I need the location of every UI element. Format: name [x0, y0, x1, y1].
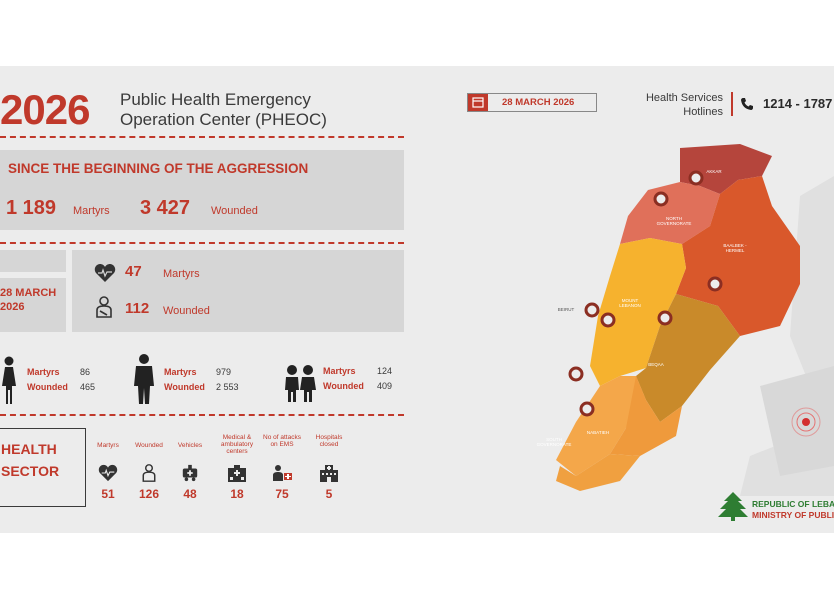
- org-line-2: MINISTRY OF PUBLIC HEALTH: [752, 510, 834, 520]
- hotline-label-line-1: Health Services: [645, 92, 723, 104]
- map-markers: [568, 170, 723, 417]
- health-item-martyrs: Martyrs 51: [86, 442, 130, 501]
- group-children-martyrs-label: Martyrs: [323, 366, 356, 376]
- children-icon: [285, 365, 316, 402]
- hotline-label: Health Services Hotlines: [620, 91, 723, 119]
- group-children-wounded-value: 409: [377, 381, 393, 391]
- group-women-martyrs-label: Martyrs: [27, 367, 60, 377]
- health-item-value: 18: [230, 487, 244, 501]
- map-label-nabatieh: NABATIEH: [586, 430, 610, 435]
- title-line-1: Public Health Emergency: [120, 90, 311, 109]
- health-item-value: 75: [275, 487, 289, 501]
- region-baalbek: [676, 176, 800, 336]
- health-item-label: Medical & ambulatory centers: [220, 434, 254, 455]
- ems-icon: [273, 465, 292, 481]
- health-item-label: Martyrs: [97, 442, 119, 449]
- health-sector-title-1: HEALTH: [1, 441, 57, 457]
- daily-martyrs-label: Martyrs: [163, 268, 200, 280]
- health-item-ems-attacks: No of attacks on EMS 75: [260, 434, 304, 501]
- daily-martyrs-value: 47: [125, 263, 142, 280]
- since-heading: SINCE THE BEGINNING OF THE AGGRESSION: [8, 161, 309, 176]
- cedar-logo-icon: [718, 492, 748, 521]
- daily-wounded-value: 112: [125, 300, 150, 317]
- group-children-wounded-label: Wounded: [323, 381, 364, 391]
- since-martyrs-label: Martyrs: [73, 205, 110, 217]
- calendar-icon: [468, 94, 488, 111]
- page-title: Public Health Emergency Operation Center…: [120, 90, 327, 130]
- map-label-beqaa: BEQAA: [648, 362, 664, 367]
- map-label-mount: MOUNT LEBANON: [619, 298, 641, 308]
- region-south-tip: [556, 454, 640, 491]
- hotline-divider: [731, 92, 733, 116]
- heart-icon: [98, 464, 118, 482]
- group-children-martyrs-value: 124: [377, 366, 393, 376]
- date-tab: [0, 250, 66, 272]
- health-item-label: No of attacks on EMS: [263, 434, 301, 448]
- health-item-label: Vehicles: [177, 442, 203, 449]
- heart-icon: [94, 264, 116, 282]
- since-panel: [0, 150, 404, 230]
- health-item-hospitals-closed: Hospitals closed 5: [307, 434, 351, 501]
- group-men-martyrs-value: 979: [216, 367, 232, 377]
- health-item-value: 126: [138, 487, 160, 501]
- health-sector-title-2: SECTOR: [1, 463, 60, 479]
- clinic-icon: [228, 465, 246, 482]
- date-panel: [0, 278, 66, 332]
- group-women-wounded-value: 465: [80, 382, 96, 392]
- man-icon: [134, 354, 154, 404]
- org-line-1: REPUBLIC OF LEBANON: [752, 499, 834, 509]
- daily-date: 28 MARCH 2026: [0, 286, 56, 314]
- wounded-person-icon: [142, 464, 156, 482]
- region-mount-lebanon: [590, 238, 686, 386]
- group-men-martyrs-label: Martyrs: [164, 367, 197, 377]
- map-label-baalbek: BAALBEK - HERMEL: [723, 243, 747, 253]
- date-pill-text: 28 MARCH 2026: [502, 97, 575, 108]
- group-women-wounded-label: Wounded: [27, 382, 68, 392]
- health-item-value: 5: [325, 487, 333, 501]
- health-item-label: Hospitals closed: [315, 434, 343, 448]
- wounded-person-icon: [96, 296, 112, 318]
- group-men-wounded-value: 2 553: [216, 382, 239, 392]
- daily-wounded-label: Wounded: [163, 305, 210, 317]
- health-item-value: 51: [101, 487, 115, 501]
- health-item-vehicles: Vehicles 48: [168, 442, 212, 501]
- infographic-card: 2026 Public Health Emergency Operation C…: [0, 66, 834, 533]
- daily-panel: [72, 250, 404, 332]
- health-item-medical-centers: Medical & ambulatory centers 18: [214, 434, 260, 501]
- region-akkar: [680, 144, 772, 194]
- group-women-martyrs-value: 86: [80, 367, 91, 377]
- divider: [0, 136, 404, 138]
- map-label-north: NORTH GOVERNORATE: [656, 216, 692, 226]
- radar-icon: [791, 407, 821, 437]
- map-label-beirut: BEIRUT: [557, 307, 575, 312]
- divider: [0, 242, 404, 244]
- health-item-value: 48: [183, 487, 197, 501]
- region-nabatieh: [610, 376, 682, 456]
- daily-date-line-2: 2026: [0, 301, 25, 313]
- region-beqaa: [636, 294, 740, 422]
- map-label-akkar: AKKAR: [706, 169, 722, 174]
- group-men-wounded-label: Wounded: [164, 382, 205, 392]
- hospital-icon: [320, 465, 338, 482]
- region-north: [620, 182, 720, 244]
- hotline-number: 1214 - 1787: [763, 96, 833, 111]
- lebanon-map: [556, 144, 834, 496]
- since-wounded-label: Wounded: [211, 205, 258, 217]
- woman-icon: [2, 356, 16, 404]
- hotline-label-line-2: Hotlines: [683, 106, 723, 118]
- since-martyrs-value: 1 189: [6, 197, 57, 219]
- ambulance-icon: [182, 464, 198, 482]
- phone-icon: [741, 98, 753, 110]
- health-item-wounded: Wounded 126: [127, 442, 171, 501]
- daily-date-line-1: 28 MARCH: [0, 287, 57, 299]
- health-sector-box: HEALTH SECTOR: [0, 428, 86, 507]
- since-wounded-value: 3 427: [140, 197, 191, 219]
- title-line-2: Operation Center (PHEOC): [120, 110, 327, 129]
- map-label-south: SOUTH GOVERNORATE: [536, 437, 572, 447]
- divider: [0, 414, 404, 416]
- year-heading: 2026: [0, 86, 90, 133]
- date-pill: 28 MARCH 2026: [467, 93, 597, 112]
- health-item-label: Wounded: [135, 442, 163, 449]
- region-south: [556, 376, 646, 476]
